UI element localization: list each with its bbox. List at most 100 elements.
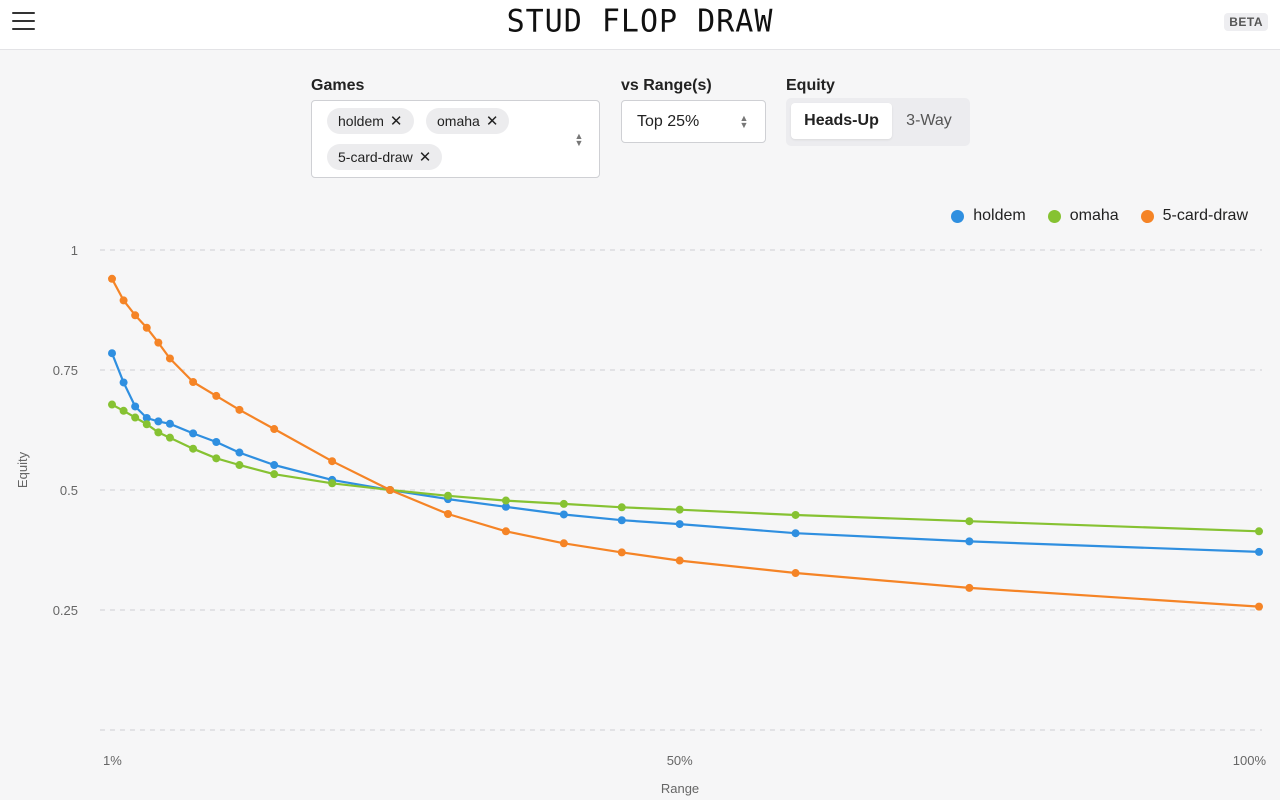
data-point-5-card-draw — [559, 539, 568, 548]
data-point-holdem — [1255, 547, 1263, 556]
data-point-omaha — [270, 470, 279, 479]
data-point-5-card-draw — [142, 323, 151, 332]
game-chip-5-card-draw: 5-card-draw ✕ — [327, 144, 443, 170]
data-point-5-card-draw — [501, 527, 510, 536]
x-tick-label: 50% — [667, 753, 693, 768]
equity-label: Equity — [786, 77, 835, 94]
data-point-5-card-draw — [270, 425, 279, 434]
legend-item-holdem[interactable]: holdem — [951, 207, 1026, 225]
data-point-5-card-draw — [328, 457, 337, 466]
hamburger-menu-icon[interactable] — [12, 11, 35, 31]
games-label: Games — [311, 77, 365, 94]
data-point-omaha — [142, 420, 151, 429]
game-chip-label: holdem — [338, 113, 384, 129]
data-point-omaha — [501, 496, 510, 505]
legend-item-5-card-draw[interactable]: 5-card-draw — [1140, 207, 1248, 225]
chart-legend: holdem omaha 5-card-draw — [929, 205, 1248, 227]
top-bar: STUD FLOP DRAW BETA — [0, 0, 1280, 50]
data-point-omaha — [791, 510, 800, 519]
game-chip-holdem: holdem ✕ — [327, 108, 414, 134]
data-point-5-card-draw — [617, 548, 626, 557]
chevron-updown-icon[interactable]: ▲ ▼ — [739, 113, 749, 130]
game-chip-label: 5-card-draw — [338, 149, 413, 165]
equity-chart: 1 0.75 0.5 0.25 1% 50% 100% Equity Range — [15, 243, 1266, 796]
data-point-5-card-draw — [791, 569, 800, 578]
legend-label: omaha — [1069, 207, 1119, 224]
data-point-omaha — [154, 428, 163, 437]
app-title: STUD FLOP DRAW — [506, 3, 774, 40]
data-point-holdem — [965, 537, 974, 546]
game-chip-label: omaha — [437, 113, 480, 129]
data-point-5-card-draw — [189, 378, 198, 386]
remove-5-card-draw-icon[interactable]: ✕ — [418, 149, 432, 166]
data-point-5-card-draw — [154, 338, 163, 347]
y-tick-label: 0.5 — [60, 483, 78, 498]
remove-omaha-icon[interactable]: ✕ — [485, 113, 499, 130]
heads-up-button[interactable]: Heads-Up — [791, 103, 892, 139]
chart-series — [108, 274, 1263, 611]
data-point-omaha — [1255, 527, 1263, 536]
data-point-holdem — [108, 349, 116, 358]
data-point-omaha — [328, 479, 337, 488]
data-point-omaha — [235, 461, 244, 470]
remove-holdem-icon[interactable]: ✕ — [389, 113, 403, 130]
legend-label: holdem — [973, 207, 1026, 224]
games-multiselect[interactable]: holdem ✕ omaha ✕ 5-card-draw ✕ ▲ ▼ — [311, 100, 600, 178]
data-point-omaha — [165, 433, 174, 442]
data-point-omaha — [131, 413, 140, 422]
data-point-holdem — [501, 502, 510, 511]
beta-badge: BETA — [1224, 13, 1268, 31]
data-point-holdem — [791, 529, 800, 538]
data-point-omaha — [212, 454, 221, 463]
data-point-5-card-draw — [108, 274, 116, 283]
data-point-5-card-draw — [119, 296, 128, 305]
data-point-omaha — [617, 503, 626, 512]
y-axis-label: Equity — [15, 451, 30, 488]
y-tick-label: 0.75 — [53, 363, 78, 378]
range-select[interactable]: Top 25% ▲ ▼ — [621, 100, 766, 143]
data-point-5-card-draw — [131, 311, 140, 320]
legend-label: 5-card-draw — [1162, 207, 1248, 224]
y-tick-label: 0.25 — [53, 603, 78, 618]
data-point-5-card-draw — [235, 405, 244, 414]
legend-item-omaha[interactable]: omaha — [1047, 207, 1119, 225]
range-value: Top 25% — [637, 113, 700, 130]
game-chip-omaha: omaha ✕ — [426, 108, 510, 134]
legend-dot-holdem — [951, 209, 965, 223]
data-point-holdem — [270, 461, 279, 470]
x-tick-label: 100% — [1233, 753, 1267, 768]
data-point-omaha — [108, 400, 116, 409]
data-point-5-card-draw — [165, 354, 174, 363]
data-point-holdem — [235, 448, 244, 457]
x-tick-label: 1% — [103, 753, 122, 768]
data-point-holdem — [119, 378, 128, 387]
data-point-omaha — [189, 444, 198, 453]
x-axis-label: Range — [661, 781, 699, 796]
range-label: vs Range(s) — [621, 77, 712, 94]
series-line-5-card-draw — [111, 278, 1260, 608]
y-tick-label: 1 — [71, 243, 78, 258]
data-point-holdem — [559, 510, 568, 519]
legend-dot-5-card-draw — [1140, 209, 1154, 223]
data-point-omaha — [965, 517, 974, 526]
data-point-holdem — [165, 419, 174, 428]
chart-grid — [100, 249, 1262, 731]
three-way-button[interactable]: 3-Way — [906, 112, 952, 129]
y-axis-ticks: 1 0.75 0.5 0.25 — [53, 243, 78, 618]
data-point-holdem — [142, 414, 151, 422]
data-point-holdem — [212, 438, 221, 446]
data-point-5-card-draw — [443, 510, 452, 518]
data-point-5-card-draw — [1255, 602, 1263, 611]
data-point-omaha — [559, 499, 568, 508]
equity-segmented-control: Heads-Up 3-Way — [786, 98, 970, 146]
data-point-holdem — [154, 417, 163, 426]
x-axis-ticks: 1% 50% 100% — [103, 753, 1266, 768]
data-point-holdem — [131, 402, 140, 411]
data-point-5-card-draw — [212, 391, 221, 400]
data-point-omaha — [675, 505, 684, 514]
data-point-omaha — [119, 406, 128, 415]
data-point-holdem — [189, 429, 198, 438]
data-point-holdem — [675, 520, 684, 529]
chevron-updown-icon[interactable]: ▲ ▼ — [574, 131, 584, 148]
data-point-holdem — [617, 516, 626, 525]
